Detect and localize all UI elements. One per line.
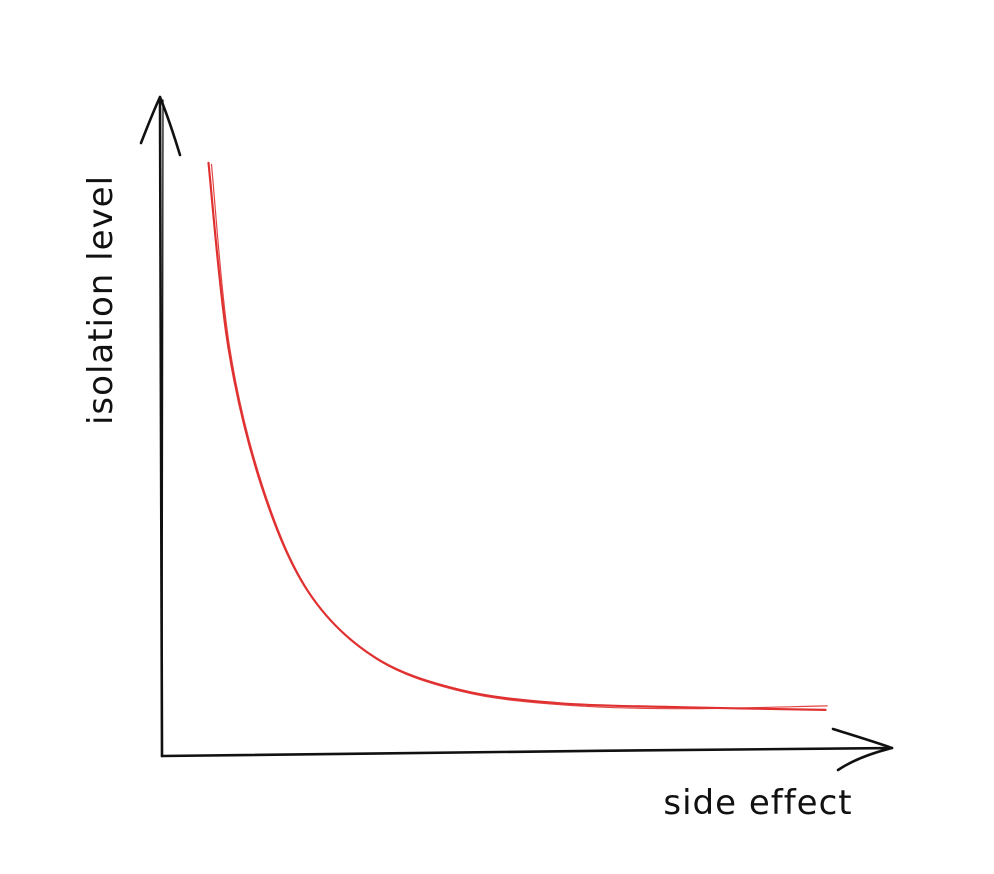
x-axis-label: side effect [663,783,852,823]
labels: isolation level side effect [81,175,852,823]
y-axis [158,95,164,758]
series-layer [207,161,828,711]
series-line-0 [207,161,827,711]
series-line-0-sketch-stroke [210,163,828,710]
y-axis-arrowhead [139,95,182,157]
x-axis-arrowhead [831,727,894,772]
y-axis-label: isolation level [81,175,121,425]
y-axis-stroke-2 [161,99,164,753]
x-axis [160,746,894,758]
axes [139,95,894,772]
